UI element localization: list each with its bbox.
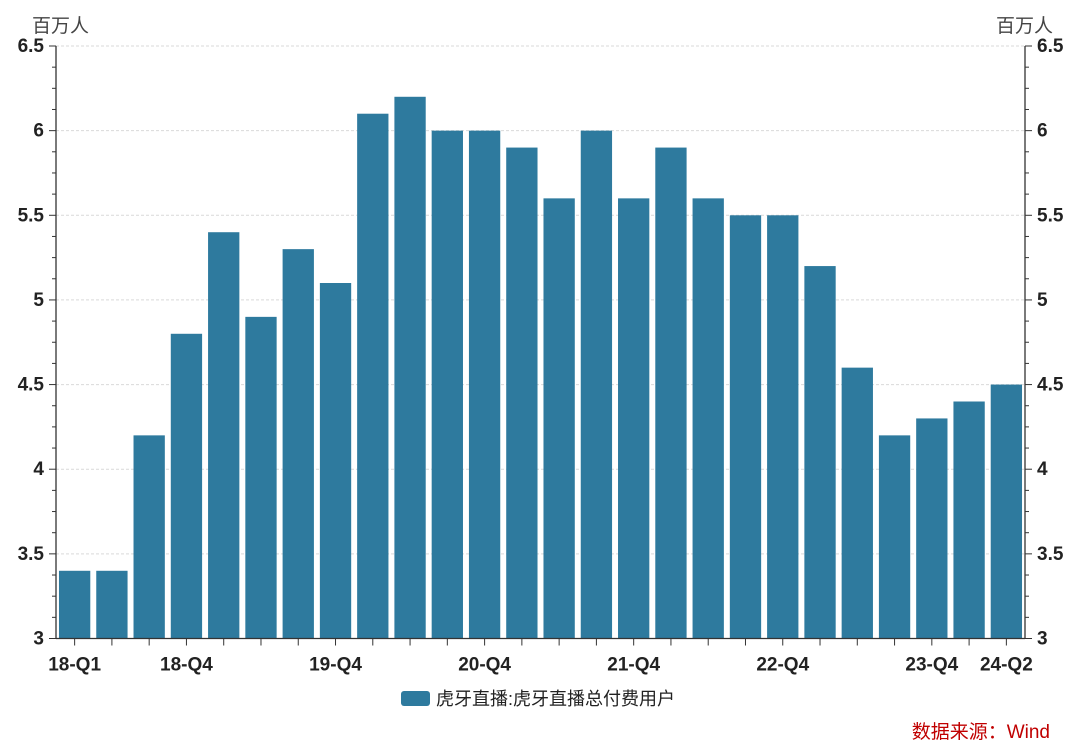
svg-text:22-Q4: 22-Q4 xyxy=(756,655,809,676)
svg-text:5.5: 5.5 xyxy=(1037,205,1064,226)
svg-text:24-Q2: 24-Q2 xyxy=(980,655,1033,676)
svg-text:4.5: 4.5 xyxy=(18,375,45,396)
svg-text:18-Q4: 18-Q4 xyxy=(160,655,213,676)
svg-text:5: 5 xyxy=(33,290,44,311)
svg-text:23-Q4: 23-Q4 xyxy=(905,655,958,676)
svg-text:21-Q4: 21-Q4 xyxy=(607,655,660,676)
svg-text:6.5: 6.5 xyxy=(1037,36,1064,57)
svg-text:4: 4 xyxy=(33,459,44,480)
svg-text:3.5: 3.5 xyxy=(18,544,45,565)
svg-text:3: 3 xyxy=(1037,629,1048,650)
svg-text:4.5: 4.5 xyxy=(1037,375,1064,396)
svg-text:18-Q1: 18-Q1 xyxy=(48,655,101,676)
svg-text:6: 6 xyxy=(1037,121,1048,142)
svg-text:20-Q4: 20-Q4 xyxy=(458,655,511,676)
svg-text:3: 3 xyxy=(33,629,44,650)
svg-text:3.5: 3.5 xyxy=(1037,544,1064,565)
svg-text:5: 5 xyxy=(1037,290,1048,311)
svg-text:6: 6 xyxy=(33,121,44,142)
svg-text:19-Q4: 19-Q4 xyxy=(309,655,362,676)
svg-text:6.5: 6.5 xyxy=(18,36,45,57)
svg-text:4: 4 xyxy=(1037,459,1048,480)
svg-text:5.5: 5.5 xyxy=(18,205,45,226)
